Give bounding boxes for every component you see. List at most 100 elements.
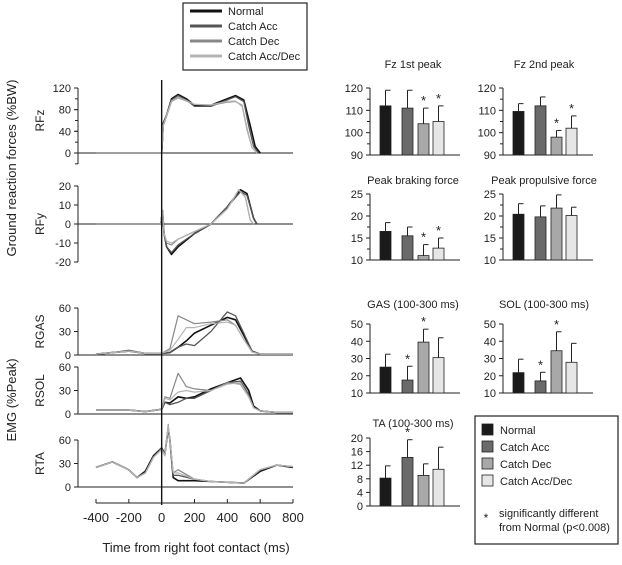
panel-label-rfy: RFy [33,213,47,235]
significance-marker: * [538,357,543,372]
series-catch-acc-dec-rgas [95,321,293,355]
bar-catch-acc [401,456,414,507]
y-tick-label: 20 [484,211,496,223]
significance-note-line2: from Normal (p<0.008) [499,522,610,534]
y-tick-label: 40 [351,336,363,348]
bar-panel-title: GAS (100-300 ms) [367,299,459,311]
significance-note-line1: significantly different [499,508,598,520]
significance-marker: * [436,91,441,106]
series-catch-acc-dec-rta [95,425,294,484]
bar-panel-title: SOL (100-300 ms) [499,299,589,311]
legend-label-catch-acc: Catch Acc [228,21,278,33]
y-tick-label: 20 [351,371,363,383]
bar-legend-box [474,415,619,545]
y-tick-label: 20 [59,181,71,193]
y-tick-label: 40 [484,336,496,348]
y-tick-label: -20 [55,257,71,269]
significance-marker: * [405,425,410,440]
x-axis-label: Time from right foot contact (ms) [102,540,289,555]
legend-label-catch-dec: Catch Dec [228,36,280,48]
series-catch-acc-rta [95,427,294,484]
y-tick-label: 90 [484,150,496,162]
bar-legend-label-normal: Normal [500,425,535,437]
series-catch-dec-rgas [95,315,293,355]
bar-catch-dec [417,123,430,156]
bar-normal [379,105,392,156]
panel-label-rsol: RSOL [33,374,47,407]
y-tick-label: 120 [53,83,71,95]
y-tick-label: 50 [351,319,363,331]
bar-legend-label-catch-dec: Catch Dec [500,459,552,471]
y-tick-label: 10 [351,255,363,267]
y-tick-label: 30 [59,386,71,398]
y-tick-label: 0 [65,148,71,160]
y-tick-label: 80 [59,105,71,117]
y-tick-label: 30 [59,459,71,471]
y-tick-label: 110 [478,105,496,117]
panel-rta: 60 30 0 RTA [33,423,294,494]
series-catch-acc-dec-rsol [96,382,293,413]
bar-panel-title: Fz 1st peak [385,59,442,71]
y-tick-label: 30 [351,354,363,366]
significance-symbol: * [484,511,489,525]
y-tick-label: 100 [345,128,363,140]
y-tick-label: 10 [484,255,496,267]
y-tick-label: 40 [59,126,71,138]
y-tick-label: 15 [351,233,363,245]
bar-catch-acc [534,105,547,156]
bar-catch-dec [550,207,563,261]
bar-catch-acc [534,380,547,394]
bar-panel-sol-100-300-ms: SOL (100-300 ms)50 40 30 20 10 * * [484,299,593,400]
bar-catch-acc [401,107,414,156]
line-legend-box [182,2,308,71]
bar-catch-dec [417,255,430,261]
y-tick-label: 8 [357,474,363,486]
series-catch-dec-rsol [96,372,293,413]
y-tick-label: 50 [484,319,496,331]
bar-panel-gas-100-300-ms: GAS (100-300 ms) 50 40 30 20 10 * * [351,299,460,400]
bar-panel-peak-propulsive-force: Peak propulsive force 25 20 15 10 [484,175,597,267]
time-axis: -400 -200 0 200 400 600 800 [83,499,304,525]
series-normal-rta [95,427,294,484]
bar-catch-dec [417,341,430,394]
x-tick-label: 600 [249,510,271,525]
bar-legend-label-catch-acc-dec: Catch Acc/Dec [500,476,573,488]
y-tick-label: 60 [59,303,71,315]
bar-catch-acc [401,379,414,394]
y-tick-label: 4 [357,487,363,499]
bar-legend-swatch-normal [481,423,494,436]
x-tick-label: -200 [116,510,142,525]
significance-marker: * [554,115,559,130]
x-tick-label: -400 [83,510,109,525]
series-normal-rgas [95,316,293,356]
y-tick-label: 60 [59,362,71,374]
y-tick-label: 100 [478,128,496,140]
panel-label-rta: RTA [33,452,47,475]
y-tick-label: 120 [478,83,496,95]
y-tick-label: 60 [59,435,71,447]
emg-ylabel: EMG (%Peak) [4,358,19,441]
series-catch-acc-dec-rfy [96,189,255,244]
series-normal-rfz [96,93,261,154]
panel-label-rgas: RGAS [33,314,47,348]
y-tick-label: 30 [484,354,496,366]
y-tick-label: 10 [351,388,363,400]
y-tick-label: 30 [59,327,71,339]
y-tick-label: 10 [484,388,496,400]
significance-marker: * [554,317,559,332]
y-tick-label: -10 [55,238,71,250]
bar-legend-label-catch-acc: Catch Acc [500,442,550,454]
y-tick-label: 20 [351,211,363,223]
bar-catch-dec [550,136,563,156]
y-tick-label: 0 [65,350,71,362]
bar-panel-peak-braking-force: Peak braking force 25 20 15 10 * * [351,175,460,267]
bar-legend-swatch-catch-acc-dec [481,474,494,487]
bar-panel-fz-1st-peak: Fz 1st peak 120 110 100 90 * * [345,59,460,162]
significance-marker: * [436,223,441,238]
significance-marker: * [421,230,426,245]
bar-catch-acc-dec [432,247,445,261]
bar-catch-acc [401,235,414,261]
